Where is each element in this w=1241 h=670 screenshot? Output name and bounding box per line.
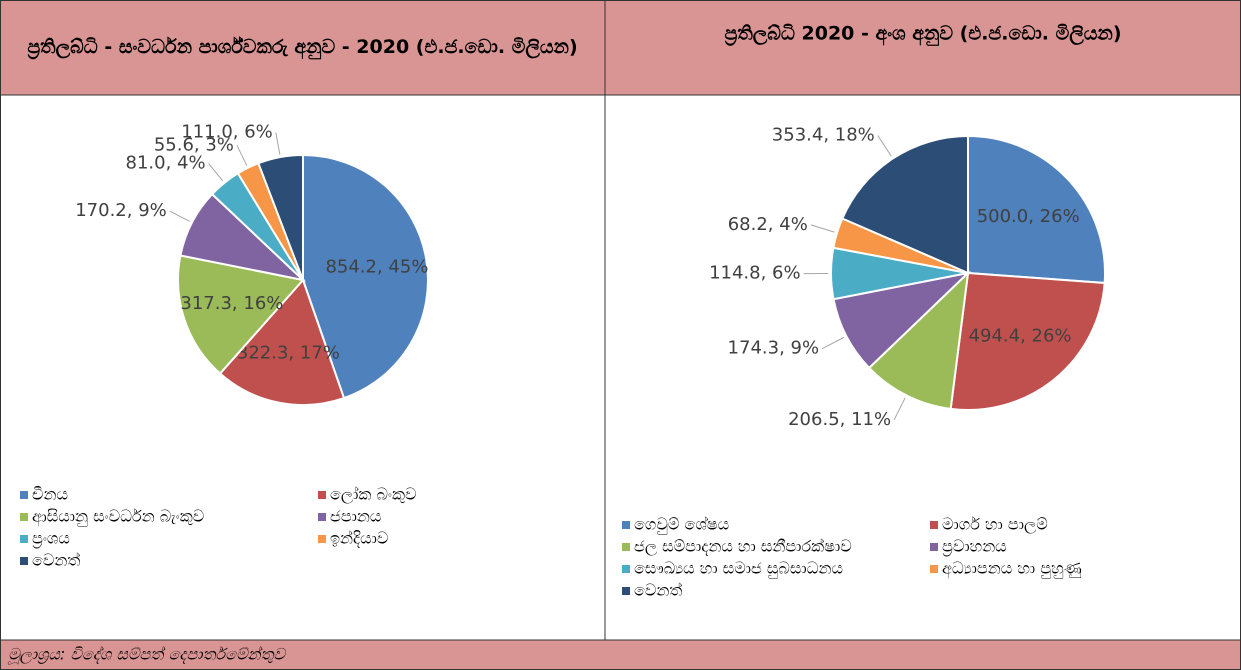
- legend-label: වෙනත්: [32, 551, 80, 570]
- legend-label: ලෝක බංකුව: [330, 485, 416, 505]
- data-label: 494.4, 26%: [969, 326, 1072, 347]
- pie-slice: [832, 271, 972, 370]
- legend-swatch: [930, 543, 938, 551]
- pie-slice: [949, 271, 1106, 411]
- header-band: [0, 0, 1241, 95]
- legend-label: ප්‍රංශය: [32, 529, 70, 549]
- legend-swatch: [318, 513, 326, 521]
- data-label: 854.2, 45%: [325, 257, 428, 278]
- data-label: 114.8, 6%: [709, 263, 801, 284]
- leader-line: [169, 210, 190, 222]
- data-label: 68.2, 4%: [728, 214, 808, 235]
- legend-label: අධ්‍යාපනය හා පුහුණු: [942, 559, 1082, 579]
- title-box: ප්‍රතිලබ්ධි - සංවර්ධන පාර්ශ්වකරු අනුව - …: [27, 36, 578, 59]
- legend-label: මාර්ග හා පාලම්: [942, 515, 1048, 535]
- pie-slice: [177, 254, 305, 375]
- pie-slice: [257, 153, 304, 281]
- legend-swatch: [622, 587, 630, 595]
- leader-line: [810, 224, 835, 233]
- data-label: 353.4, 18%: [772, 125, 875, 146]
- legend-label: ආසියානු සංවර්ධන බැංකුව: [32, 507, 204, 527]
- leader-line: [275, 132, 281, 155]
- data-label: 55.6, 3%: [154, 134, 234, 155]
- leader-line: [821, 336, 845, 350]
- legend-swatch: [622, 543, 630, 551]
- data-label: 170.2, 9%: [75, 200, 167, 221]
- legend-swatch: [622, 521, 630, 529]
- legend-label: සෞඛ්‍යය හා සමාජ සුබසාධනය: [634, 559, 843, 579]
- data-label: 174.3, 9%: [728, 338, 820, 359]
- data-label: 500.0, 26%: [977, 206, 1080, 227]
- data-label: 81.0, 4%: [126, 152, 206, 173]
- chart-title: ප්‍රතිලබ්ධි 2020 - අංශ අනුව (එ.ජ.ඩො. මිල…: [724, 23, 1121, 47]
- legend-swatch: [20, 491, 28, 499]
- legend-label: ප්‍රවාහනය: [942, 537, 1007, 557]
- source-note: මූලාශ්‍රය: විදේශ සම්පත් දෙපාර්තමේන්තුව: [8, 645, 287, 665]
- leader-line: [208, 163, 224, 182]
- data-label: 206.5, 11%: [788, 409, 891, 430]
- legend-swatch: [318, 535, 326, 543]
- pie-slice: [867, 270, 970, 411]
- leader-line: [877, 135, 892, 157]
- legend-label: වෙනත්: [634, 581, 682, 600]
- pie-slice: [302, 153, 429, 400]
- legend-label: ජල සම්පාදනය හා සනීපාරක්ෂාව: [634, 537, 852, 557]
- chart-title: ප්‍රතිලබ්ධි - සංවර්ධන පාර්ශ්වකරු අනුව - …: [27, 36, 578, 59]
- legend-label: ජපානය: [330, 507, 381, 526]
- legend-swatch: [20, 557, 28, 565]
- pie-slice: [967, 134, 1106, 285]
- legend-swatch: [930, 565, 938, 573]
- data-label: 317.3, 16%: [180, 293, 283, 314]
- leader-line: [236, 145, 248, 166]
- legend-swatch: [318, 491, 326, 499]
- data-label: 111.0, 6%: [181, 121, 273, 142]
- data-label: 322.3, 17%: [237, 343, 340, 364]
- pie-slice: [840, 134, 969, 275]
- leader-line: [893, 397, 906, 421]
- legend-label: ගෙවුම් ශේෂය: [634, 515, 729, 535]
- legend-label: ඉන්දියාව: [330, 529, 388, 548]
- legend-swatch: [20, 535, 28, 543]
- legend-swatch: [20, 513, 28, 521]
- footer-band: [0, 640, 1241, 670]
- pie-slice: [218, 278, 346, 406]
- legend-swatch: [930, 521, 938, 529]
- legend-swatch: [622, 565, 630, 573]
- legend-label: චීනය: [32, 485, 68, 504]
